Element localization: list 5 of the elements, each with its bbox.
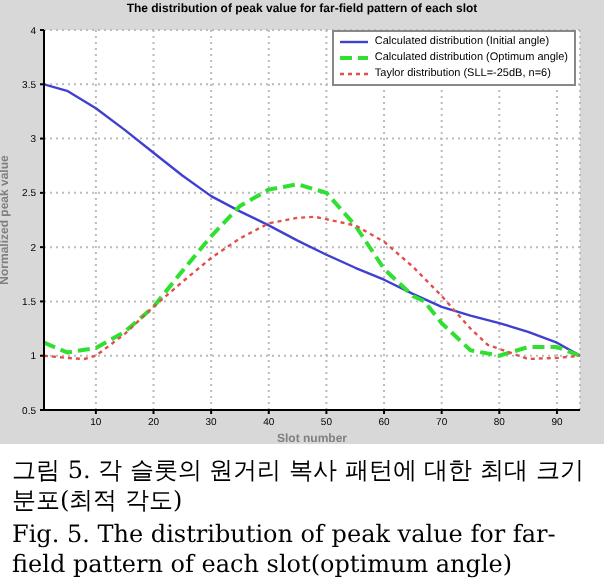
line-series	[44, 215, 580, 361]
line-series	[44, 182, 580, 358]
line-series	[44, 83, 580, 357]
caption: Fig. 5. The distribution of peak value for far-field pattern of each slot(optimum angle)	[12, 520, 558, 580]
caption: 그림 5. 각 슬롯의 원거리 복사 패턴에 대한 최대 크기 분포(최적 각도)	[12, 456, 586, 516]
